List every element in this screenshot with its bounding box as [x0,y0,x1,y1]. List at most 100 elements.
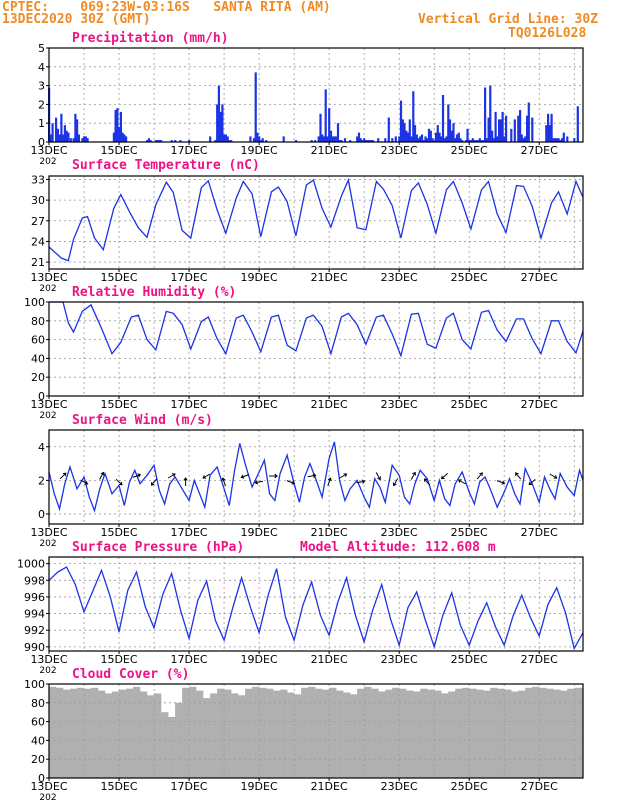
precip-bar [554,138,557,142]
precip-bar [477,140,480,142]
precip-bar [230,140,233,142]
precip-bar [505,115,508,142]
panel-frame [48,301,584,397]
precip-bar [452,123,455,142]
precip-bar [221,104,224,142]
x-tick-label: 13DEC [30,144,67,157]
precip-bar [146,140,149,142]
cloud-bar [168,716,176,778]
x-tick-label: 25DEC [451,144,488,157]
precip-bar [555,138,558,142]
precip-bar [149,140,152,142]
cloud-bar [574,687,584,778]
cloud-bar [245,688,253,778]
x-tick-label: 23DEC [381,271,418,284]
x-tick-label: 25DEC [451,526,488,539]
precip-bar [498,119,501,142]
precip-bar [338,140,341,142]
precip-bar [63,125,66,142]
cloud-cover-series [49,686,584,778]
x-tick-label: 21DEC [311,780,348,793]
precip-bar [366,140,369,142]
y-tick-label: 27 [31,215,45,228]
precip-bar [417,138,420,142]
precip-bar [384,138,387,142]
x-tick-label: 27DEC [521,653,558,666]
y-tick-label: 0 [38,772,45,785]
precip-bar [55,117,58,142]
cloud-bar [490,687,498,778]
precip-bar [559,140,562,142]
precip-bar [343,138,347,142]
precip-bar [261,138,264,142]
panel-title: Surface Temperature (nC) [72,158,260,173]
precip-bar [398,136,401,142]
cloud-bar [105,693,113,778]
precip-bar [331,136,334,142]
y-tick-label: 3 [38,80,45,93]
precip-bar [174,140,177,142]
cloud-bar [217,688,225,778]
precip-bar [391,138,394,142]
x-tick-label: 17DEC [171,780,208,793]
cloud-bar [287,692,295,778]
precip-bar [387,117,390,142]
y-tick-label: 2 [38,98,45,111]
precip-bar [419,136,422,142]
precip-bar [480,140,483,142]
cloud-bar [280,689,288,778]
y-tick-label: 80 [31,315,45,328]
cloud-bar [462,687,470,778]
cloud-bar [420,688,428,778]
panel-temp: 21 24 27 30 33 13DEC 15DEC 17DEC 19DEC 21DEC 23DEC… [30,158,584,294]
wind-arrow [80,479,89,485]
wind-arrow [115,478,123,486]
x-tick-label: 27DEC [521,398,558,411]
year-label: 202 [39,793,56,800]
precip-bar [475,140,478,142]
precip-bar [76,119,79,142]
precip-bar [83,136,86,142]
cloud-bar [357,688,365,778]
cloud-bar [392,687,400,778]
wind-arrow [183,477,188,486]
y-tick-label: 60 [31,716,45,729]
precip-bar [69,138,72,142]
year-label: 202 [39,284,56,294]
precip-bar [361,140,364,142]
cloud-bar [266,688,274,778]
cloud-bar [84,688,92,778]
cloud-bar [371,688,379,778]
precip-bar [401,119,404,142]
precip-bar [527,102,530,142]
precip-bar [517,115,520,142]
y-tick-label: 992 [24,624,45,637]
precip-bar [259,140,262,142]
wind-arrow [424,478,431,486]
wind-arrow [375,472,381,481]
x-tick-label: 19DEC [241,526,278,539]
header-station: CPTEC: 069:23W-03:16S SANTA RITA (AM) [2,0,331,15]
cloud-bar [189,686,197,778]
x-tick-label: 23DEC [381,398,418,411]
x-tick-label: 17DEC [171,398,208,411]
precip-bar [412,91,415,142]
precip-bar [349,140,352,142]
precip-bar [114,110,117,142]
wind-arrow [339,473,348,479]
precip-bar [399,100,403,142]
x-tick-label: 15DEC [100,653,137,666]
wind-arrow [327,477,332,486]
x-tick-label: 19DEC [241,780,278,793]
precip-bar [256,132,259,142]
cloud-bar [98,690,106,778]
precip-bar [410,136,413,142]
precip-bar [328,108,331,142]
precip-bar [499,119,502,142]
cloud-bar [196,690,204,778]
precip-bar [464,140,467,142]
year-label: 202 [39,411,56,421]
wind-arrow [150,478,157,486]
precip-bar [371,140,375,142]
